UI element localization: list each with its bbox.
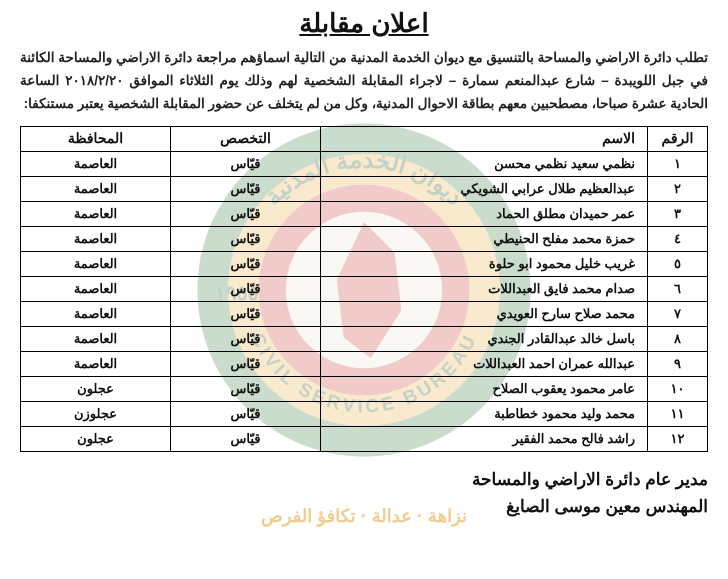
signature-block: مدير عام دائرة الاراضي والمساحة المهندس … — [20, 466, 708, 520]
cell-name: نظمي سعيد نظمي محسن — [321, 151, 648, 176]
cell-name: عامر محمود يعقوب الصلاح — [321, 376, 648, 401]
cell-gov: عجلون — [21, 426, 171, 451]
cell-gov: العاصمة — [21, 251, 171, 276]
cell-num: ٩ — [648, 351, 708, 376]
table-row: ٩عبدالله عمران احمد العبداللاتقيّاسالعاص… — [21, 351, 708, 376]
cell-name: حمزة محمد مفلح الحنيطي — [321, 226, 648, 251]
signature-line2: المهندس معين موسى الصايغ — [20, 493, 708, 520]
cell-num: ١٢ — [648, 426, 708, 451]
cell-num: ٧ — [648, 301, 708, 326]
announcement-body: تطلب دائرة الاراضي والمساحة بالتنسيق مع … — [20, 47, 708, 116]
cell-gov: عجلون — [21, 376, 171, 401]
cell-name: عبدالله عمران احمد العبداللات — [321, 351, 648, 376]
cell-spec: قيّاس — [171, 151, 321, 176]
cell-num: ٤ — [648, 226, 708, 251]
cell-name: عمر حميدان مطلق الحماد — [321, 201, 648, 226]
table-row: ٨باسل خالد عبدالقادر الجنديقيّاسالعاصمة — [21, 326, 708, 351]
table-row: ١٠عامر محمود يعقوب الصلاحقيّاسعجلون — [21, 376, 708, 401]
cell-spec: قيّاس — [171, 201, 321, 226]
cell-gov: العاصمة — [21, 176, 171, 201]
cell-spec: قيّاس — [171, 276, 321, 301]
cell-spec: قيّاس — [171, 176, 321, 201]
cell-name: عبدالعظيم طلال عرابي الشويكي — [321, 176, 648, 201]
cell-name: صدام محمد فايق العبداللات — [321, 276, 648, 301]
cell-name: باسل خالد عبدالقادر الجندي — [321, 326, 648, 351]
cell-gov: العاصمة — [21, 326, 171, 351]
cell-spec: قيّاس — [171, 401, 321, 426]
cell-spec: قيّاس — [171, 376, 321, 401]
cell-gov: العاصمة — [21, 301, 171, 326]
cell-gov: العاصمة — [21, 201, 171, 226]
cell-gov: العاصمة — [21, 226, 171, 251]
cell-gov: العاصمة — [21, 276, 171, 301]
col-header-num: الرقم — [648, 126, 708, 151]
cell-spec: قيّاس — [171, 351, 321, 376]
cell-num: ٦ — [648, 276, 708, 301]
cell-num: ٥ — [648, 251, 708, 276]
candidates-table: الرقم الاسم التخصص المحافظة ١نظمي سعيد ن… — [20, 126, 708, 452]
table-header-row: الرقم الاسم التخصص المحافظة — [21, 126, 708, 151]
cell-name: محمد وليد محمود خطاطبة — [321, 401, 648, 426]
table-row: ٥غريب خليل محمود ابو حلوةقيّاسالعاصمة — [21, 251, 708, 276]
cell-spec: قيّاس — [171, 251, 321, 276]
table-row: ٤حمزة محمد مفلح الحنيطيقيّاسالعاصمة — [21, 226, 708, 251]
table-row: ٣عمر حميدان مطلق الحمادقيّاسالعاصمة — [21, 201, 708, 226]
cell-name: راشد فالح محمد الفقير — [321, 426, 648, 451]
table-row: ١نظمي سعيد نظمي محسنقيّاسالعاصمة — [21, 151, 708, 176]
cell-name: غريب خليل محمود ابو حلوة — [321, 251, 648, 276]
cell-gov: عجلوزن — [21, 401, 171, 426]
cell-spec: قيّاس — [171, 301, 321, 326]
cell-num: ١١ — [648, 401, 708, 426]
cell-num: ٢ — [648, 176, 708, 201]
cell-gov: العاصمة — [21, 151, 171, 176]
cell-num: ١٠ — [648, 376, 708, 401]
table-row: ١٢راشد فالح محمد الفقيرقيّاسعجلون — [21, 426, 708, 451]
cell-gov: العاصمة — [21, 351, 171, 376]
cell-spec: قيّاس — [171, 326, 321, 351]
table-row: ٦صدام محمد فايق العبداللاتقيّاسالعاصمة — [21, 276, 708, 301]
page-title: اعلان مقابلة — [20, 8, 708, 39]
col-header-spec: التخصص — [171, 126, 321, 151]
cell-name: محمد صلاح سارح العويدي — [321, 301, 648, 326]
table-row: ٢عبدالعظيم طلال عرابي الشويكيقيّاسالعاصم… — [21, 176, 708, 201]
cell-spec: قيّاس — [171, 226, 321, 251]
cell-num: ٨ — [648, 326, 708, 351]
cell-spec: قيّاس — [171, 426, 321, 451]
signature-line1: مدير عام دائرة الاراضي والمساحة — [20, 466, 708, 493]
table-row: ١١محمد وليد محمود خطاطبةقيّاسعجلوزن — [21, 401, 708, 426]
cell-num: ١ — [648, 151, 708, 176]
cell-num: ٣ — [648, 201, 708, 226]
col-header-gov: المحافظة — [21, 126, 171, 151]
col-header-name: الاسم — [321, 126, 648, 151]
table-row: ٧محمد صلاح سارح العويديقيّاسالعاصمة — [21, 301, 708, 326]
